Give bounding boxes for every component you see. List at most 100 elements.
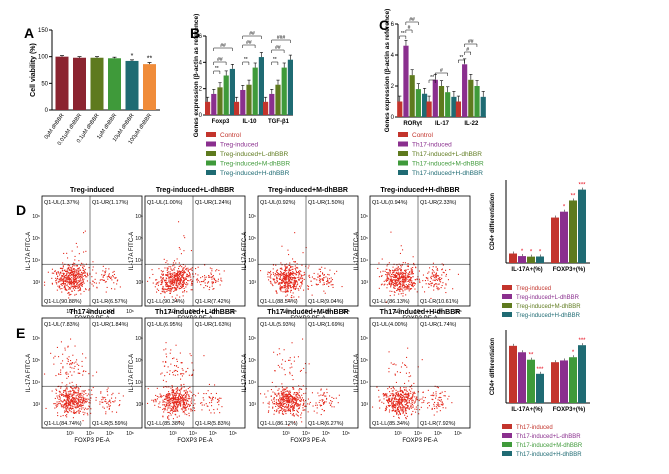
flow-dot (294, 398, 296, 400)
flow-dot (392, 266, 394, 268)
flow-dot (400, 288, 402, 290)
flow-dot (72, 385, 74, 387)
flow-dot (282, 396, 284, 398)
flow-dot (289, 277, 291, 279)
flow-dot (71, 282, 73, 284)
flow-dot (83, 278, 85, 280)
flow-dot (289, 409, 291, 411)
bar (205, 101, 211, 115)
flow-dot (286, 399, 288, 401)
flow-dot (277, 272, 279, 274)
y-axis-label: CD4+ differentiation (490, 193, 496, 251)
flow-dot (396, 284, 398, 286)
flow-dot (82, 280, 84, 282)
flow-dot (399, 387, 401, 389)
flow-dot (280, 397, 282, 399)
flow-dot (397, 404, 399, 406)
flow-dot (84, 407, 86, 409)
flow-dot (169, 273, 171, 275)
flow-dot (318, 395, 320, 397)
flow-dot (397, 395, 399, 397)
flow-dot (280, 402, 282, 404)
flow-dot (73, 280, 75, 282)
bar (246, 84, 252, 115)
flow-dot (169, 394, 171, 396)
flow-dot (282, 413, 284, 415)
flow-dot (102, 276, 104, 278)
flow-dot (438, 283, 440, 285)
flow-dot (394, 273, 396, 275)
flow-dot (164, 288, 166, 290)
flow-dot (381, 258, 383, 260)
flow-dot (74, 399, 76, 401)
flow-dot (179, 248, 181, 250)
flow-dot (295, 398, 297, 400)
flow-dot (101, 396, 103, 398)
flow-dot (267, 271, 269, 273)
flow-dot (328, 402, 330, 404)
bar (560, 360, 568, 403)
flow-dot (62, 278, 64, 280)
flow-dot (272, 268, 274, 270)
flow-dot (405, 284, 407, 286)
y-tick-label: 10⁴ (248, 380, 256, 386)
flow-dot (433, 394, 435, 396)
flow-dot (335, 397, 337, 399)
flow-dot (292, 272, 294, 274)
flow-dot (424, 397, 426, 399)
flow-dot (287, 299, 289, 301)
flow-dot (385, 407, 387, 409)
flow-dot (284, 400, 286, 402)
flow-dot (219, 397, 221, 399)
flow-dot (188, 276, 190, 278)
flow-dot (276, 401, 278, 403)
flow-dot (164, 296, 166, 298)
quadrant-lr-label: Q1-LR(9.04%) (308, 299, 344, 305)
flow-dot (86, 273, 88, 275)
flow-dot (169, 352, 171, 354)
y-tick-label: 10⁵ (360, 236, 368, 242)
flow-dot (419, 398, 421, 400)
flow-dot (270, 281, 272, 283)
flow-dot (60, 386, 62, 388)
flow-dot (293, 398, 295, 400)
flow-dot (433, 277, 435, 279)
flow-dot (402, 262, 404, 264)
flow-dot (79, 400, 81, 402)
flow-dot (59, 279, 61, 281)
flow-dot (298, 394, 300, 396)
flow-plot-frame (369, 195, 471, 307)
flow-dot (175, 278, 177, 280)
flow-dot (429, 281, 431, 283)
flow-dot (390, 362, 392, 364)
flow-dot (385, 408, 387, 410)
flow-dot (404, 399, 406, 401)
flow-dot (295, 400, 297, 402)
flow-dot (289, 274, 291, 276)
flow-dot (79, 273, 81, 275)
flow-dot (181, 387, 183, 389)
flow-dot (176, 281, 178, 283)
flow-dot (184, 395, 186, 397)
flow-dot (267, 273, 269, 275)
flow-dot (71, 362, 73, 364)
flow-dot (386, 275, 388, 277)
flow-dot (385, 396, 387, 398)
flow-dot (294, 288, 296, 290)
flow-dot (395, 275, 397, 277)
flow-dot (380, 271, 382, 273)
flow-dot (271, 381, 273, 383)
flow-dot (324, 401, 326, 403)
flow-dot (113, 270, 115, 272)
flow-dot (276, 409, 278, 411)
flow-dot (296, 280, 298, 282)
flow-dot (407, 266, 409, 268)
flow-dot (297, 411, 299, 413)
flow-dot (402, 395, 404, 397)
flow-dot (410, 277, 412, 279)
flow-dot (188, 395, 190, 397)
flow-dot (326, 283, 328, 285)
flow-dot (66, 405, 68, 407)
flow-dot (68, 400, 70, 402)
flow-dot (409, 398, 411, 400)
